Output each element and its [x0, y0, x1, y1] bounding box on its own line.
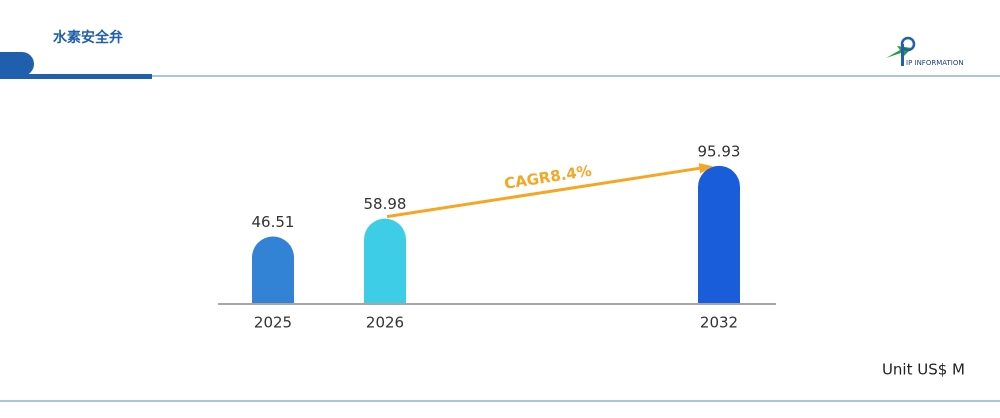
cagr-arrowhead: [698, 163, 713, 174]
data-label: 95.93: [698, 142, 741, 160]
slide-title: 水素安全弁: [53, 29, 123, 46]
logo-text: IP INFORMATION: [906, 59, 964, 67]
bar: [698, 165, 740, 303]
x-tick-label: 2032: [700, 314, 738, 332]
header-tab: [0, 52, 34, 76]
x-tick-label: 2026: [366, 314, 404, 332]
logo: IP INFORMATION: [886, 36, 964, 67]
logo-stem: [901, 44, 904, 66]
x-tick-label: 2025: [254, 314, 292, 332]
data-label: 46.51: [252, 213, 295, 231]
unit-label: Unit US$ M: [882, 361, 965, 379]
bar: [252, 236, 294, 303]
header-accent: [0, 74, 152, 79]
cagr-arrow: [386, 165, 710, 219]
bar: [364, 218, 406, 303]
data-label: 58.98: [364, 195, 407, 213]
